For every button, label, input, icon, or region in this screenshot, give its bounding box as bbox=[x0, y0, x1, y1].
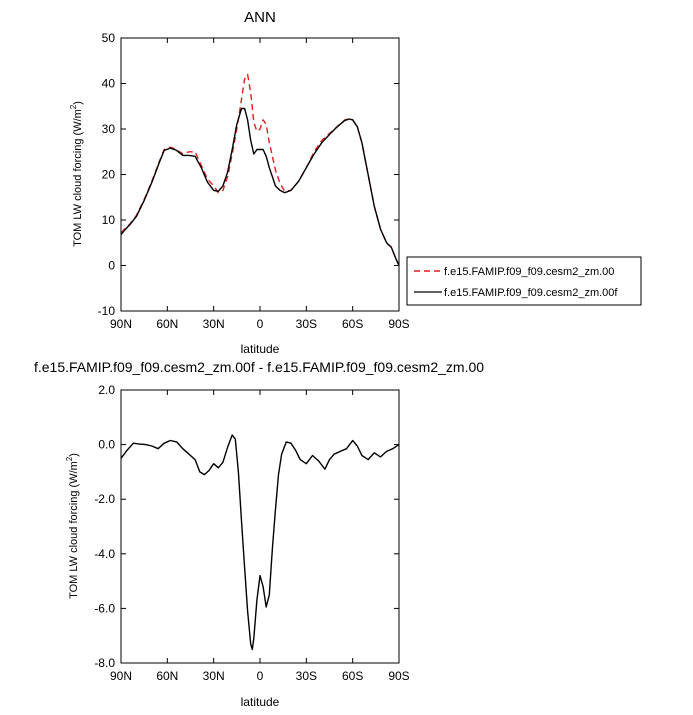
bottom-y-axis-label: TOM LW cloud forcing (W/m2) bbox=[65, 453, 80, 599]
bottom-x-tick-label: 60N bbox=[156, 669, 178, 683]
bottom-x-tick-label: 60S bbox=[342, 669, 363, 683]
top-series-line-0 bbox=[120, 73, 400, 266]
top-x-tick-label: 90S bbox=[388, 317, 409, 331]
bottom-y-tick-label: -2.0 bbox=[94, 492, 115, 506]
bottom-x-tick-label: 30S bbox=[296, 669, 317, 683]
legend-entry-control: f.e15.FAMIP.f09_f09.cesm2_zm.00 bbox=[444, 266, 614, 278]
top-x-tick-label: 0 bbox=[257, 317, 264, 331]
bottom-panel: f.e15.FAMIP.f09_f09.cesm2_zm.00f - f.e15… bbox=[34, 359, 484, 709]
bottom-series-line-0 bbox=[120, 434, 400, 651]
top-chart-title: ANN bbox=[244, 9, 276, 26]
top-plot-frame bbox=[120, 37, 400, 312]
top-series-line-1 bbox=[120, 107, 400, 266]
legend-box bbox=[406, 256, 642, 306]
bottom-x-tick-label: 0 bbox=[257, 669, 264, 683]
top-y-tick-label: -10 bbox=[98, 304, 116, 318]
top-y-tick-label: 10 bbox=[102, 213, 116, 227]
bottom-x-tick-label: 90N bbox=[110, 669, 132, 683]
bottom-y-tick-label: -8.0 bbox=[94, 656, 115, 670]
bottom-chart-title: f.e15.FAMIP.f09_f09.cesm2_zm.00f - f.e15… bbox=[34, 359, 484, 375]
top-y-tick-label: 0 bbox=[108, 259, 115, 273]
legend: f.e15.FAMIP.f09_f09.cesm2_zm.00 f.e15.FA… bbox=[406, 256, 642, 306]
bottom-x-tick-label: 30N bbox=[203, 669, 225, 683]
bottom-plot-frame bbox=[120, 389, 400, 664]
top-y-tick-label: 20 bbox=[102, 168, 116, 182]
bottom-x-tick-label: 90S bbox=[388, 669, 409, 683]
bottom-y-tick-label: 0.0 bbox=[98, 438, 115, 452]
bottom-x-axis-label: latitude bbox=[241, 695, 280, 709]
top-y-tick-label: 50 bbox=[102, 31, 116, 45]
top-x-tick-label: 60N bbox=[156, 317, 178, 331]
top-y-axis-label: TOM LW cloud forcing (W/m2) bbox=[69, 101, 84, 247]
legend-entry-test: f.e15.FAMIP.f09_f09.cesm2_zm.00f bbox=[444, 287, 618, 299]
top-x-tick-label: 60S bbox=[342, 317, 363, 331]
top-x-tick-label: 30S bbox=[296, 317, 317, 331]
top-panel: ANN TOM LW cloud forcing (W/m2) latitude… bbox=[69, 9, 642, 356]
bottom-y-tick-label: 2.0 bbox=[98, 383, 115, 397]
top-x-tick-label: 90N bbox=[110, 317, 132, 331]
top-y-tick-label: 30 bbox=[102, 122, 116, 136]
bottom-y-tick-label: -6.0 bbox=[94, 601, 115, 615]
top-x-axis-label: latitude bbox=[241, 342, 280, 356]
bottom-y-tick-label: -4.0 bbox=[94, 547, 115, 561]
top-y-tick-label: 40 bbox=[102, 77, 116, 91]
top-x-tick-label: 30N bbox=[203, 317, 225, 331]
